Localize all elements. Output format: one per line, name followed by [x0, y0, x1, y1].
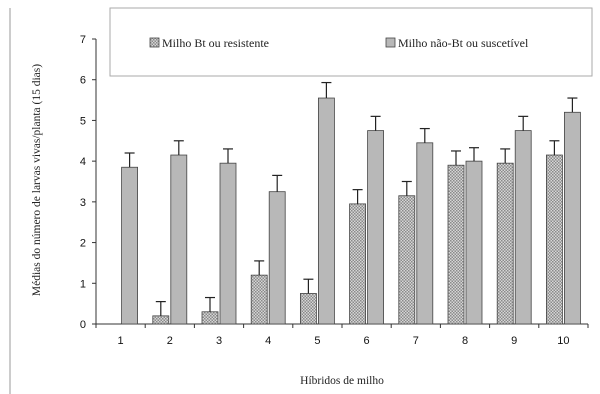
x-tick-label: 3 — [216, 335, 222, 347]
x-ticks: 1 2 3 4 5 6 7 8 9 10 — [95, 324, 589, 347]
y-tick-label: 5 — [80, 115, 86, 127]
x-tick-label: 4 — [265, 335, 271, 347]
x-tick-label: 10 — [557, 335, 569, 347]
bar-bt — [496, 162, 514, 325]
y-tick-label: 0 — [80, 319, 86, 331]
x-tick-label: 1 — [118, 335, 124, 347]
bar-nonbt — [317, 97, 335, 325]
bar-bt — [447, 164, 465, 325]
legend-label-nonbt: Milho não-Bt ou suscetível — [398, 36, 529, 50]
bar-nonbt — [564, 111, 581, 325]
x-tick-label: 2 — [167, 335, 173, 347]
legend-box — [109, 7, 593, 77]
bar-nonbt — [219, 162, 237, 325]
y-tick-label: 1 — [80, 278, 86, 290]
bar-nonbt — [416, 142, 434, 325]
bar-bt — [152, 315, 170, 325]
bar-nonbt — [367, 130, 385, 325]
x-tick-label: 9 — [511, 335, 517, 347]
bar-bt — [250, 274, 268, 325]
x-tick-label: 6 — [364, 335, 370, 347]
y-tick-label: 4 — [80, 156, 86, 168]
y-ticks: 0 1 2 3 4 5 6 7 — [80, 34, 96, 331]
bar-nonbt — [465, 160, 483, 325]
bars — [121, 81, 581, 325]
x-tick-label: 8 — [462, 335, 468, 347]
bar-nonbt — [514, 130, 532, 325]
y-tick-label: 6 — [80, 75, 86, 87]
x-tick-label: 5 — [314, 335, 320, 347]
bar-nonbt — [170, 154, 188, 325]
y-tick-label: 3 — [80, 197, 86, 209]
legend-swatch-nonbt — [385, 37, 396, 48]
bar-bt — [398, 195, 416, 325]
bar-bt — [349, 203, 367, 325]
bar-bt — [546, 154, 563, 325]
bar-bt — [201, 311, 219, 325]
bar-bt — [299, 293, 317, 325]
legend-swatch-bt — [149, 37, 160, 48]
y-tick-label: 2 — [80, 238, 86, 250]
y-tick-label: 7 — [80, 34, 86, 46]
y-axis-title-line1: Médias do número de larvas vivas/planta … — [31, 64, 43, 296]
x-tick-label: 7 — [413, 335, 419, 347]
bar-nonbt — [268, 191, 286, 325]
legend-label-bt: Milho Bt ou resistente — [162, 36, 269, 50]
legend: Milho Bt ou resistente Milho não-Bt ou s… — [109, 7, 593, 77]
bar-nonbt — [121, 166, 138, 325]
x-axis-title: Híbridos de milho — [300, 375, 384, 387]
